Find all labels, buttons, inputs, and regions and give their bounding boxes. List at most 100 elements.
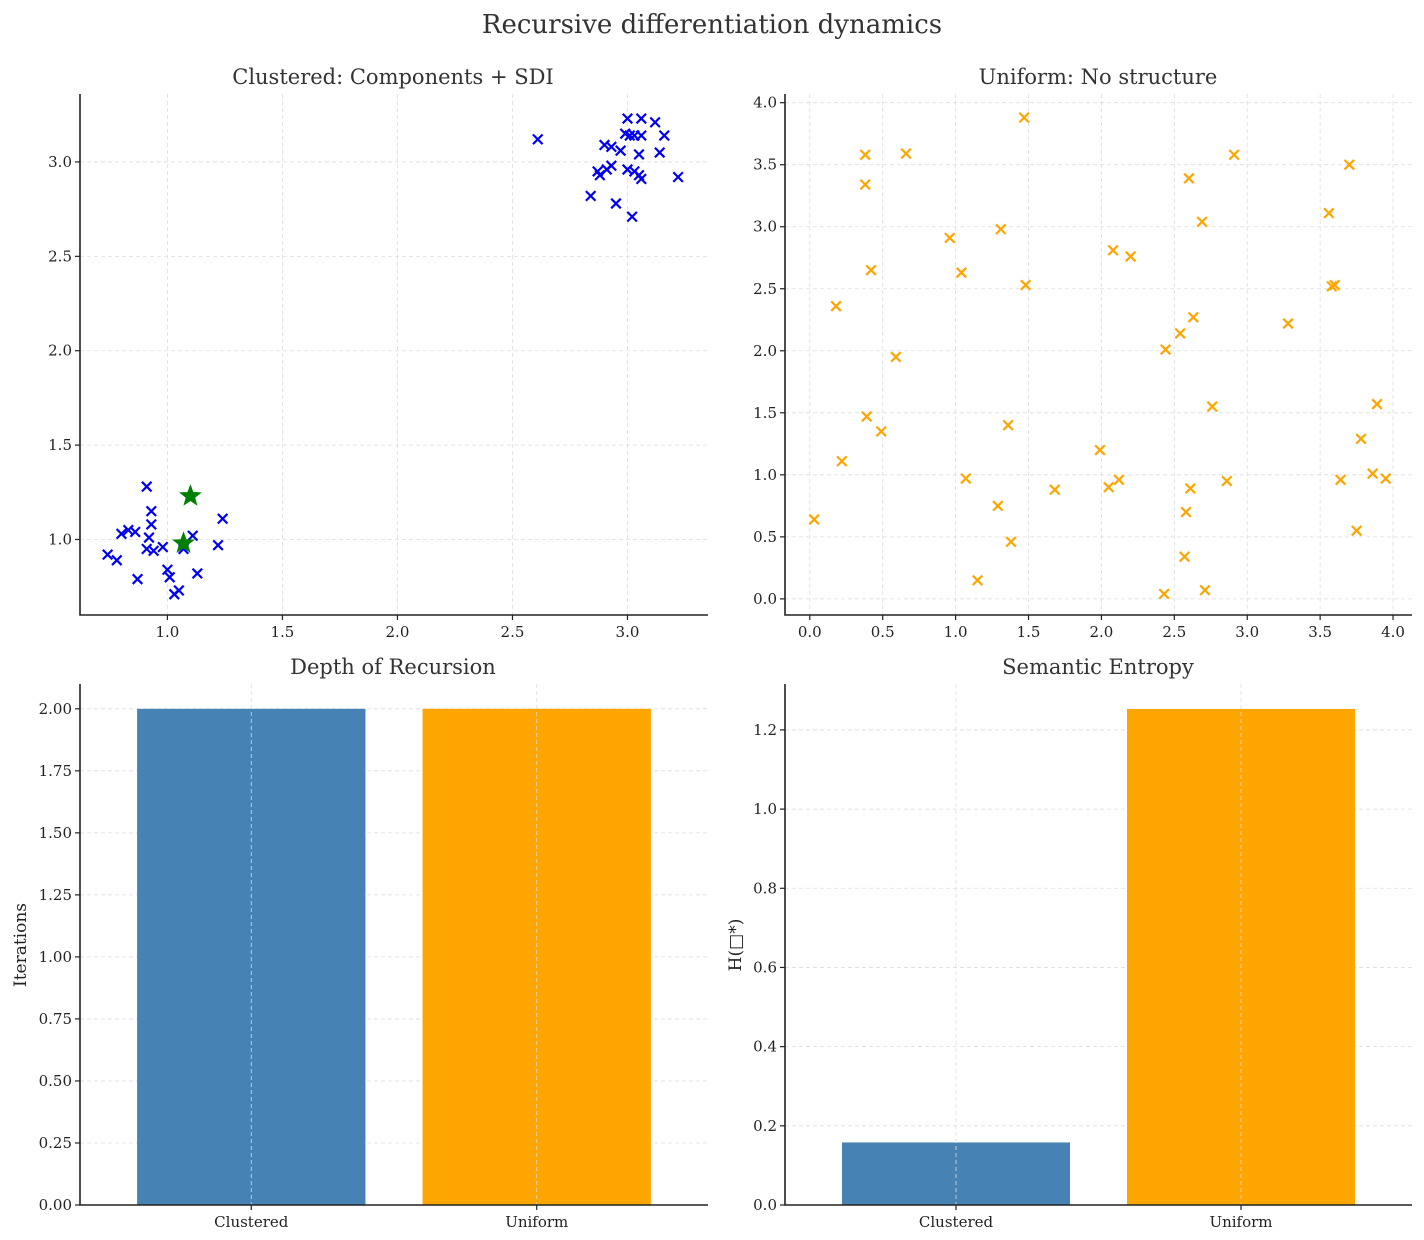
uniform-x-marker-point — [1158, 588, 1170, 600]
uniform-x-marker-point — [992, 500, 1004, 512]
uniform-x-marker-point — [859, 149, 871, 161]
entropy-y-tick-label: 0.2 — [753, 1117, 777, 1135]
uniform-x-marker-point — [944, 232, 956, 244]
uniform-x-marker-point — [971, 574, 984, 586]
uniform-y-tick-label: 2.0 — [753, 342, 777, 360]
entropy-y-axis-label: H(□*) — [726, 919, 746, 972]
uniform-x-marker-point — [1178, 551, 1191, 563]
clustered-sdi-star-marker — [179, 484, 202, 506]
uniform-x-marker-point — [861, 410, 873, 423]
clustered-x-marker-point — [635, 173, 647, 185]
clustered-x-marker-point — [148, 545, 160, 557]
depth-y-tick-label: 2.00 — [39, 700, 72, 718]
uniform-x-marker-point — [1018, 111, 1030, 124]
clustered-x-marker-point — [532, 133, 544, 145]
clustered-x-marker-point — [217, 513, 229, 525]
uniform-x-marker-point — [1343, 159, 1355, 171]
uniform-axes-spines — [784, 94, 1412, 616]
uniform-x-marker-point — [1228, 149, 1240, 161]
clustered-x-marker-point — [649, 116, 661, 128]
uniform-x-marker-point — [1184, 482, 1196, 495]
depth-y-tick-label: 1.50 — [39, 824, 72, 842]
clustered-y-tick-label: 2.0 — [48, 342, 72, 360]
depth-y-tick-label: 1.00 — [39, 948, 72, 966]
depth-bar-panel: Depth of Recursion Iterations 0.00 0.25 0.… — [11, 655, 708, 1231]
clustered-x-marker-point — [143, 532, 155, 544]
uniform-x-tick-label: 1.0 — [944, 623, 968, 641]
uniform-x-marker-point — [1371, 398, 1383, 410]
uniform-y-tick-label: 1.5 — [753, 404, 777, 422]
figure-title: Recursive differentiation dynamics — [482, 10, 942, 40]
uniform-x-tick-label: 1.5 — [1017, 623, 1041, 641]
uniform-x-marker-point — [836, 455, 848, 467]
uniform-x-marker-point — [995, 223, 1007, 235]
uniform-x-marker-point — [960, 472, 972, 485]
uniform-x-tick-label: 3.5 — [1308, 623, 1332, 641]
clustered-x-marker-point — [605, 160, 617, 172]
uniform-x-marker-point — [1199, 584, 1211, 596]
clustered-x-marker-point — [615, 145, 627, 157]
uniform-y-tick-label: 0.0 — [753, 590, 777, 608]
clustered-x-marker-point — [605, 141, 617, 153]
uniform-x-marker-point — [1355, 433, 1367, 445]
clustered-x-tick-label: 2.5 — [501, 623, 525, 641]
uniform-x-marker-point — [1334, 474, 1347, 486]
clustered-x-marker-point — [633, 148, 645, 160]
clustered-x-marker-point — [654, 146, 666, 159]
clustered-x-tick-label: 1.5 — [271, 623, 295, 641]
depth-y-axis-label: Iterations — [11, 903, 31, 987]
uniform-x-marker-point — [1323, 207, 1335, 219]
clustered-x-marker-point — [161, 564, 173, 576]
uniform-x-marker-point — [955, 267, 968, 279]
uniform-x-marker-point — [1351, 525, 1363, 537]
clustered-axes-spines — [79, 94, 708, 616]
entropy-y-tick-label: 1.2 — [753, 721, 777, 739]
entropy-axes-spines — [784, 684, 1412, 1206]
depth-bar-title: Depth of Recursion — [290, 655, 496, 679]
uniform-x-marker-point — [890, 351, 902, 363]
uniform-x-tick-label: 3.0 — [1235, 623, 1259, 641]
uniform-x-marker-point — [830, 300, 842, 312]
uniform-x-marker-point — [1107, 244, 1119, 256]
clustered-x-marker-point — [115, 528, 127, 540]
entropy-bar-clustered — [842, 1142, 1070, 1205]
uniform-x-marker-point — [859, 178, 871, 191]
clustered-y-tick-label: 1.0 — [48, 530, 72, 548]
clustered-x-marker-point — [102, 549, 114, 561]
uniform-x-marker-point — [1282, 317, 1294, 330]
uniform-x-marker-point — [1221, 475, 1233, 487]
uniform-x-marker-point — [1103, 481, 1115, 493]
entropy-bar-title: Semantic Entropy — [1002, 655, 1194, 679]
uniform-x-marker-point — [808, 513, 820, 526]
uniform-y-tick-label: 4.0 — [753, 94, 777, 112]
clustered-x-marker-point — [610, 197, 622, 210]
uniform-x-marker-point — [1174, 327, 1186, 339]
clustered-x-marker-point — [141, 481, 153, 493]
clustered-y-tick-label: 1.5 — [48, 436, 72, 454]
uniform-x-marker-point — [1020, 279, 1032, 291]
clustered-x-tick-label: 3.0 — [616, 623, 640, 641]
uniform-y-tick-label: 0.5 — [753, 528, 777, 546]
entropy-y-tick-label: 0.6 — [753, 958, 777, 976]
uniform-y-tick-label: 2.5 — [753, 280, 777, 298]
clustered-x-marker-point — [131, 573, 144, 585]
entropy-y-tick-label: 0.8 — [753, 879, 777, 897]
clustered-x-marker-point — [598, 139, 611, 151]
uniform-y-tick-label: 1.0 — [753, 466, 777, 484]
clustered-x-marker-point — [141, 543, 153, 555]
uniform-x-marker-point — [1094, 444, 1106, 456]
uniform-x-marker-point — [865, 264, 877, 276]
clustered-x-marker-point — [626, 211, 638, 223]
depth-x-tick-label: Clustered — [214, 1213, 289, 1231]
clustered-x-marker-point — [672, 171, 684, 183]
uniform-x-marker-point — [875, 425, 887, 437]
uniform-x-tick-label: 2.5 — [1162, 623, 1186, 641]
clustered-x-marker-point — [111, 554, 123, 566]
clustered-x-marker-point — [585, 190, 597, 202]
clustered-x-marker-point — [164, 571, 176, 583]
uniform-x-marker-point — [1329, 279, 1341, 291]
uniform-x-marker-point — [1196, 216, 1208, 228]
entropy-bar-panel: Semantic Entropy H(□*) 0.0 0.2 0.4 0.6 0.8 1.… — [726, 655, 1412, 1231]
clustered-x-marker-point — [621, 112, 634, 125]
depth-y-tick-label: 1.25 — [39, 886, 72, 904]
